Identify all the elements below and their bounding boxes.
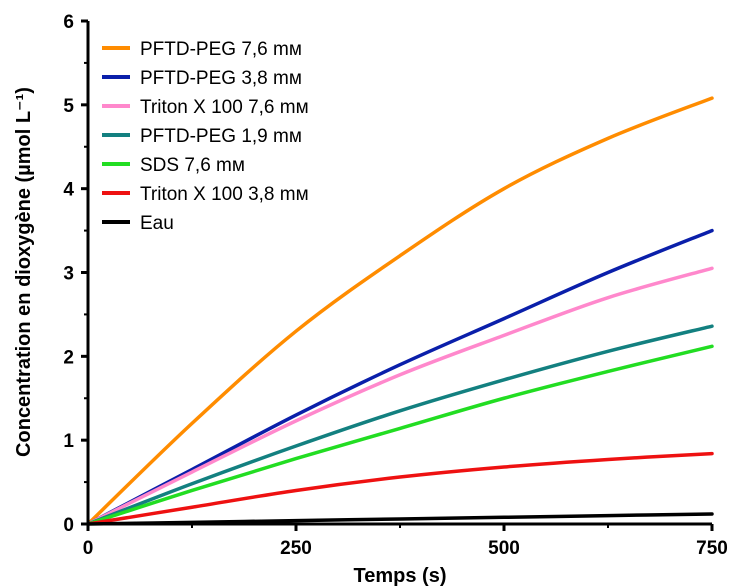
ticks: 0 1 2 3 4 5 6 0 250 500 750: [63, 12, 727, 559]
series-line-3: [86, 266, 714, 526]
legend: PFTD-PEG 7,6 mм PFTD-PEG 3,8 mм Triton X 1…: [102, 39, 309, 234]
y-tick-label: 4: [63, 180, 74, 201]
x-tick-label: 750: [696, 538, 728, 559]
series-line-4: [86, 324, 714, 526]
x-tick-label: 500: [488, 538, 520, 559]
y-tick-label: 0: [63, 515, 74, 536]
series-line-2: [86, 228, 714, 526]
series-line-7: [86, 512, 714, 526]
series-line-5: [86, 344, 714, 526]
x-tick-label: 250: [280, 538, 312, 559]
legend-label: Triton X 100 7,6 mм: [140, 97, 309, 118]
y-tick-label: 2: [63, 347, 74, 368]
legend-label: PFTD-PEG 1,9 mм: [140, 126, 302, 147]
x-axis-title: Temps (s): [354, 565, 447, 587]
legend-label: PFTD-PEG 7,6 mм: [140, 39, 302, 60]
y-tick-label: 6: [63, 12, 74, 33]
series-line-1: [86, 96, 714, 526]
y-tick-label: 1: [63, 431, 74, 452]
legend-label: PFTD-PEG 3,8 mм: [140, 68, 302, 89]
legend-label: SDS 7,6 mм: [140, 155, 245, 176]
x-tick-label: 0: [83, 538, 94, 559]
legend-label: Triton X 100 3,8 mм: [140, 184, 309, 205]
legend-label: Eau: [140, 213, 174, 234]
series-layer: [86, 96, 714, 526]
y-tick-label: 3: [63, 264, 74, 285]
series-line-6: [86, 451, 714, 526]
y-tick-label: 5: [63, 96, 74, 117]
y-axis-title: Concentration en dioxygène (µmol L⁻¹): [13, 87, 35, 457]
